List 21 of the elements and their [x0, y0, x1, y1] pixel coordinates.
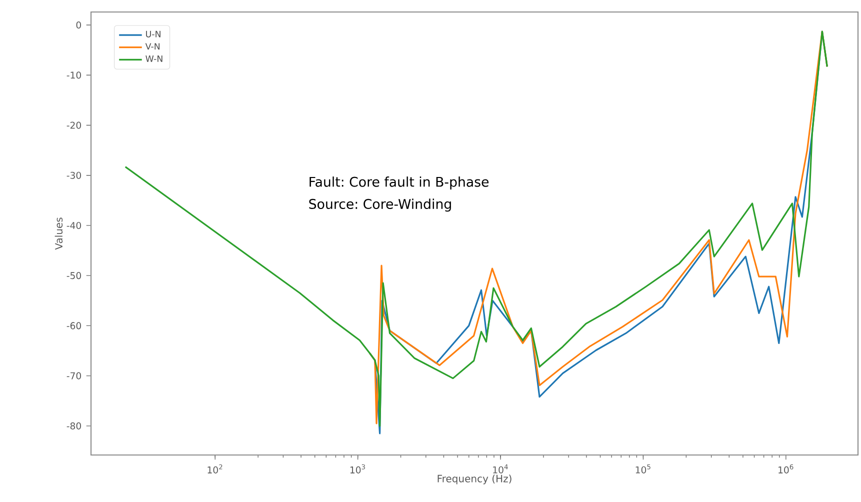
y-axis-title: Values — [54, 218, 63, 250]
y-tick-label: -20 — [66, 122, 82, 129]
legend-label: W-N — [146, 56, 162, 62]
x-tick-label: 10$^{4}$ — [493, 464, 508, 474]
y-tick-label: -10 — [66, 72, 82, 79]
legend-label: U-N — [146, 30, 160, 38]
x-tick-label: 10$^{2}$ — [208, 464, 222, 474]
annotation: Source: Core-Winding — [309, 198, 451, 212]
y-tick-label: -60 — [66, 322, 82, 330]
legend-label: V-N — [145, 43, 160, 50]
x-axis-title: Frequency (Hz) — [438, 474, 512, 484]
y-tick-label: -70 — [66, 372, 82, 380]
x-tick-label: 10$^{3}$ — [350, 464, 365, 474]
y-tick-label: -80 — [66, 422, 82, 430]
x-tick-label: 10$^{5}$ — [636, 464, 650, 474]
x-tick-label: 10$^{6}$ — [778, 464, 794, 474]
annotation: Fault: Core fault in B-phase — [310, 176, 489, 190]
y-tick-label: -40 — [66, 222, 82, 229]
y-tick-label: -30 — [66, 172, 82, 179]
y-tick-label: 0 — [76, 21, 82, 29]
y-tick-label: -50 — [66, 272, 82, 280]
